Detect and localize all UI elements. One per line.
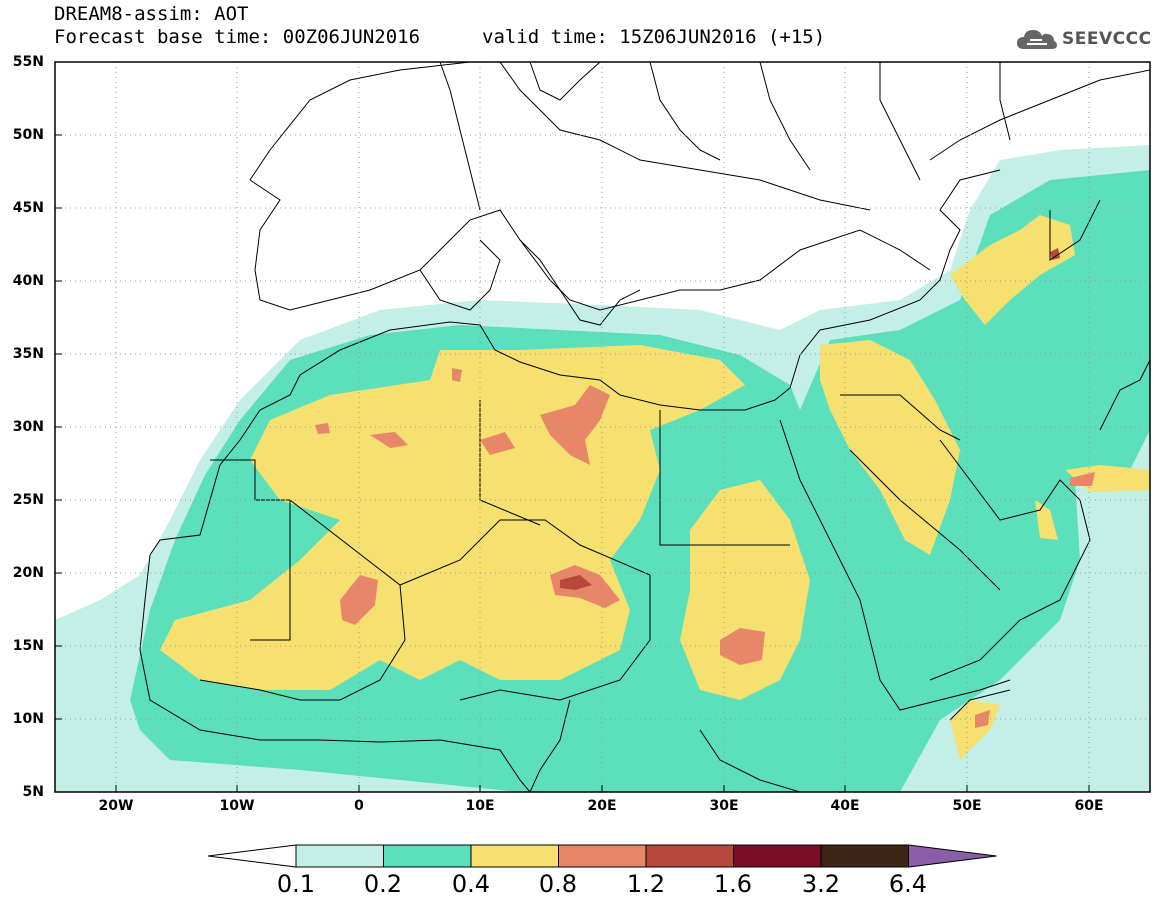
logo-text: SEEVCCC — [1062, 29, 1152, 49]
lon-label: 20E — [587, 798, 617, 814]
lon-label: 10E — [465, 798, 495, 814]
graticule — [55, 62, 1150, 792]
colorbar-label: 0.2 — [363, 870, 403, 898]
lon-label: 0 — [354, 798, 364, 814]
colorbar-swatch — [820, 844, 909, 868]
aot-level-0.8 — [315, 368, 1095, 728]
cloud-icon — [1017, 30, 1057, 49]
lon-label: 30E — [709, 798, 739, 814]
forecast-base-time: Forecast base time: 00Z06JUN2016 — [54, 26, 421, 48]
colorbar-label: 3.2 — [801, 870, 841, 898]
lat-label: 10N — [12, 711, 44, 727]
colorbar-swatch — [295, 844, 384, 868]
colorbar-label: 0.1 — [276, 870, 316, 898]
colorbar-label: 0.8 — [538, 870, 578, 898]
lat-label: 35N — [12, 346, 44, 362]
colorbar-label: 1.6 — [713, 870, 753, 898]
colorbar-swatch — [558, 844, 647, 868]
lat-label: 20N — [12, 565, 44, 581]
lat-label: 25N — [12, 492, 44, 508]
colorbar-label: 6.4 — [888, 870, 928, 898]
axis-ticks — [55, 61, 1090, 792]
colorbar-over-arrow — [908, 844, 997, 868]
valid-time: valid time: 15Z06JUN2016 (+15) — [482, 26, 826, 48]
lat-label: 30N — [12, 419, 44, 435]
map-borders — [139, 62, 1150, 792]
lat-label: 50N — [12, 127, 44, 143]
aot-field — [55, 145, 1150, 792]
colorbar-swatch — [383, 844, 472, 868]
lon-label: 40E — [830, 798, 860, 814]
colorbar-label: 1.2 — [626, 870, 666, 898]
lat-label: 55N — [12, 54, 44, 70]
colorbar-under-arrow — [207, 844, 297, 868]
lon-label: 20W — [98, 798, 134, 814]
lon-label: 60E — [1074, 798, 1104, 814]
colorbar-swatch — [470, 844, 559, 868]
colorbar-swatch — [645, 844, 734, 868]
seevccc-logo: SEEVCCC — [1016, 26, 1152, 52]
map-title: DREAM8-assim: AOT — [54, 3, 249, 25]
colorbar-swatch — [733, 844, 822, 868]
colorbar-label: 0.4 — [451, 870, 491, 898]
lat-label: 15N — [12, 638, 44, 654]
lon-label: 10W — [219, 798, 255, 814]
aot-level-1.2 — [560, 248, 1060, 590]
lat-label: 45N — [12, 200, 44, 216]
lat-label: 40N — [12, 273, 44, 289]
lat-label: 5N — [22, 784, 44, 800]
lon-label: 50E — [952, 798, 982, 814]
